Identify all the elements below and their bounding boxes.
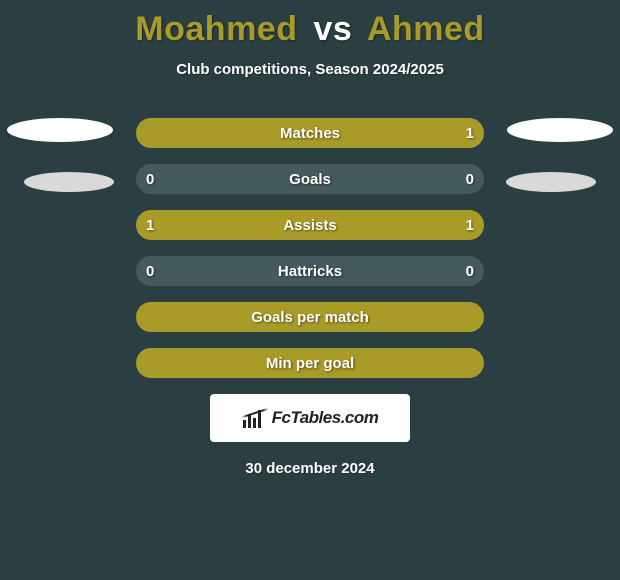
brand-text: FcTables.com <box>272 408 379 428</box>
stat-bar: Hattricks0 0 <box>136 256 484 286</box>
stat-bar-value-right: 1 <box>466 210 474 240</box>
report-date: 30 december 2024 <box>0 460 620 477</box>
stat-bar-value-right: 0 <box>466 164 474 194</box>
stat-bar-label: Matches <box>136 118 484 148</box>
stat-bar-label: Goals <box>136 164 484 194</box>
avatar-shadow-icon <box>7 118 113 142</box>
comparison-chart: Matches1Goals00Assists11Hattricks00Goals… <box>0 118 620 378</box>
stat-bar: Min per goal <box>136 348 484 378</box>
stat-bar: Matches1 <box>136 118 484 148</box>
stat-bars: Matches1Goals00Assists11Hattricks00Goals… <box>136 118 484 378</box>
comparison-title: Moahmed vs Ahmed <box>0 0 620 49</box>
stat-bar: Goals per match <box>136 302 484 332</box>
player2-avatar-area <box>500 118 620 192</box>
stat-bar-label: Assists <box>136 210 484 240</box>
vs-text: vs <box>313 10 352 48</box>
stat-bar-value-left: 0 <box>146 164 154 194</box>
stat-bar-value-right: 0 <box>466 256 474 286</box>
avatar-shadow-icon <box>507 118 613 142</box>
subtitle: Club competitions, Season 2024/2025 <box>0 61 620 78</box>
stat-bar: Goals0 0 <box>136 164 484 194</box>
player1-name: Moahmed <box>135 10 297 48</box>
stat-bar-value-right: 1 <box>466 118 474 148</box>
stat-bar-value-left: 1 <box>146 210 154 240</box>
bar-chart-icon <box>242 408 266 428</box>
stat-bar-label: Hattricks <box>136 256 484 286</box>
stat-bar-value-left: 0 <box>146 256 154 286</box>
stat-bar-label: Goals per match <box>136 302 484 332</box>
player2-name: Ahmed <box>367 10 485 48</box>
avatar-shadow-icon <box>506 172 596 192</box>
stat-bar-label: Min per goal <box>136 348 484 378</box>
stat-bar: Assists1 1 <box>136 210 484 240</box>
brand-badge: FcTables.com <box>210 394 410 442</box>
player1-avatar-area <box>0 118 120 192</box>
avatar-shadow-icon <box>24 172 114 192</box>
